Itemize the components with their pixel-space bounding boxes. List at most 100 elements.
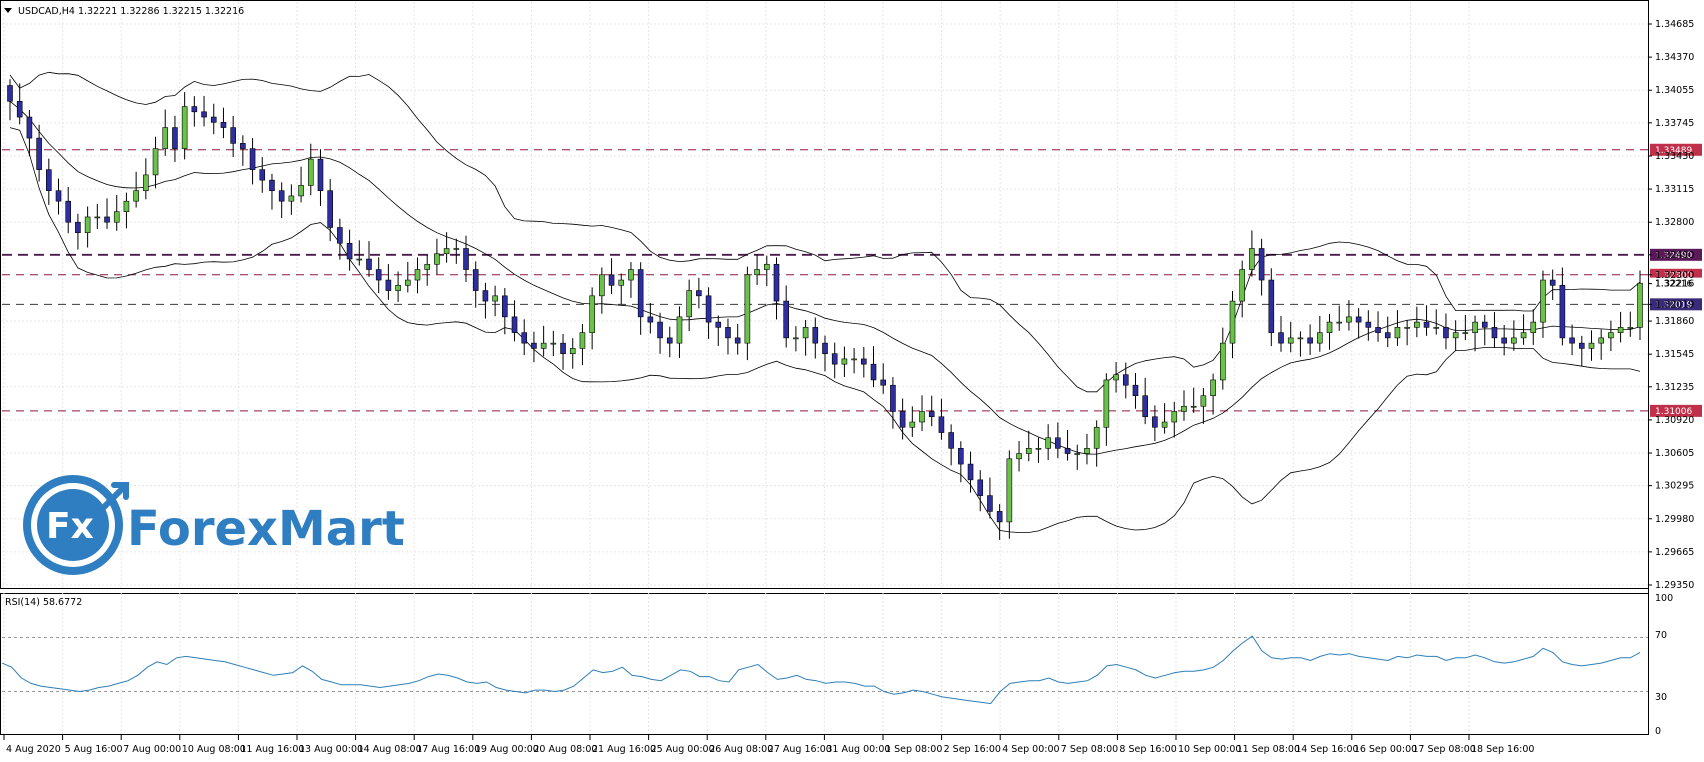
candle[interactable] <box>1443 313 1449 350</box>
candle[interactable] <box>802 319 809 356</box>
candle[interactable] <box>1549 269 1556 301</box>
candle[interactable] <box>317 149 324 206</box>
candle[interactable] <box>1268 268 1275 347</box>
candle[interactable] <box>1462 314 1469 341</box>
candle[interactable] <box>1287 321 1294 353</box>
candle[interactable] <box>181 92 188 160</box>
candle[interactable] <box>1278 316 1284 352</box>
candle[interactable] <box>841 346 848 377</box>
candle[interactable] <box>152 136 159 189</box>
candle[interactable] <box>628 262 634 298</box>
candle[interactable] <box>890 377 896 429</box>
candle[interactable] <box>967 451 974 493</box>
candle[interactable] <box>686 279 692 332</box>
candle[interactable] <box>1181 390 1187 421</box>
candle[interactable] <box>26 110 33 157</box>
candle[interactable] <box>696 277 702 309</box>
candle[interactable] <box>356 240 363 266</box>
candle[interactable] <box>75 213 81 250</box>
candle[interactable] <box>1016 440 1022 472</box>
candle[interactable] <box>1103 373 1110 446</box>
candle[interactable] <box>861 347 867 378</box>
candle[interactable] <box>346 229 353 271</box>
candle[interactable] <box>744 266 751 361</box>
candle[interactable] <box>1035 437 1042 463</box>
candle[interactable] <box>511 300 518 342</box>
candle[interactable] <box>463 235 469 282</box>
candle[interactable] <box>705 287 712 339</box>
candle[interactable] <box>637 262 644 335</box>
candle[interactable] <box>899 398 906 440</box>
candle[interactable] <box>104 198 110 229</box>
candle[interactable] <box>307 143 314 196</box>
candle[interactable] <box>298 166 304 203</box>
candle[interactable] <box>395 271 401 302</box>
candle[interactable] <box>1229 290 1236 359</box>
candle[interactable] <box>133 171 139 208</box>
candle[interactable] <box>1064 430 1071 461</box>
candle[interactable] <box>366 241 372 277</box>
candle[interactable] <box>521 319 528 356</box>
candle[interactable] <box>1006 450 1013 539</box>
candle[interactable] <box>783 285 789 348</box>
candle[interactable] <box>725 318 731 355</box>
candle[interactable] <box>1569 324 1575 356</box>
candle[interactable] <box>599 267 605 314</box>
candle[interactable] <box>1423 305 1430 336</box>
candle[interactable] <box>1122 362 1129 399</box>
candle[interactable] <box>1452 320 1459 351</box>
candle[interactable] <box>1472 315 1478 352</box>
candle[interactable] <box>569 338 576 369</box>
candle[interactable] <box>1608 320 1614 352</box>
candle[interactable] <box>919 395 925 432</box>
candle[interactable] <box>531 331 537 363</box>
candle[interactable] <box>958 441 964 483</box>
candle[interactable] <box>385 264 392 300</box>
candle[interactable] <box>1258 238 1265 296</box>
candle[interactable] <box>1501 324 1507 356</box>
candle[interactable] <box>1152 405 1158 442</box>
candle[interactable] <box>143 158 149 200</box>
candle[interactable] <box>230 115 236 157</box>
candle[interactable] <box>1511 320 1517 351</box>
candle[interactable] <box>1578 335 1585 367</box>
candle[interactable] <box>1074 444 1081 470</box>
candle[interactable] <box>1617 311 1624 343</box>
candles[interactable] <box>7 79 1643 540</box>
candle[interactable] <box>84 206 91 248</box>
candle[interactable] <box>1627 311 1634 337</box>
candle[interactable] <box>94 203 101 230</box>
candle[interactable] <box>1588 330 1595 361</box>
candle[interactable] <box>1520 314 1527 345</box>
candle[interactable] <box>259 157 266 193</box>
candle[interactable] <box>404 261 411 293</box>
candle[interactable] <box>201 95 207 127</box>
candle[interactable] <box>618 273 625 305</box>
candle[interactable] <box>1414 306 1420 338</box>
candle[interactable] <box>560 333 566 370</box>
candle[interactable] <box>1190 387 1197 413</box>
candle[interactable] <box>734 324 741 355</box>
candle[interactable] <box>773 257 780 320</box>
candle[interactable] <box>414 257 421 294</box>
candle[interactable] <box>1055 422 1061 459</box>
candle[interactable] <box>987 477 993 519</box>
candle[interactable] <box>928 395 935 427</box>
candle[interactable] <box>822 335 828 372</box>
candle[interactable] <box>424 255 431 286</box>
candle[interactable] <box>162 109 169 156</box>
candle[interactable] <box>1239 260 1246 318</box>
candle[interactable] <box>1365 310 1372 341</box>
candle[interactable] <box>375 257 382 294</box>
candle[interactable] <box>113 195 120 231</box>
candle[interactable] <box>36 124 42 182</box>
candle[interactable] <box>249 138 256 185</box>
candle[interactable] <box>1559 267 1566 346</box>
candle[interactable] <box>1355 308 1362 339</box>
candle[interactable] <box>1045 424 1051 461</box>
candle[interactable] <box>657 312 663 354</box>
candle[interactable] <box>1142 377 1148 425</box>
candle[interactable] <box>870 346 877 388</box>
candle[interactable] <box>7 79 13 121</box>
candle[interactable] <box>851 348 857 374</box>
